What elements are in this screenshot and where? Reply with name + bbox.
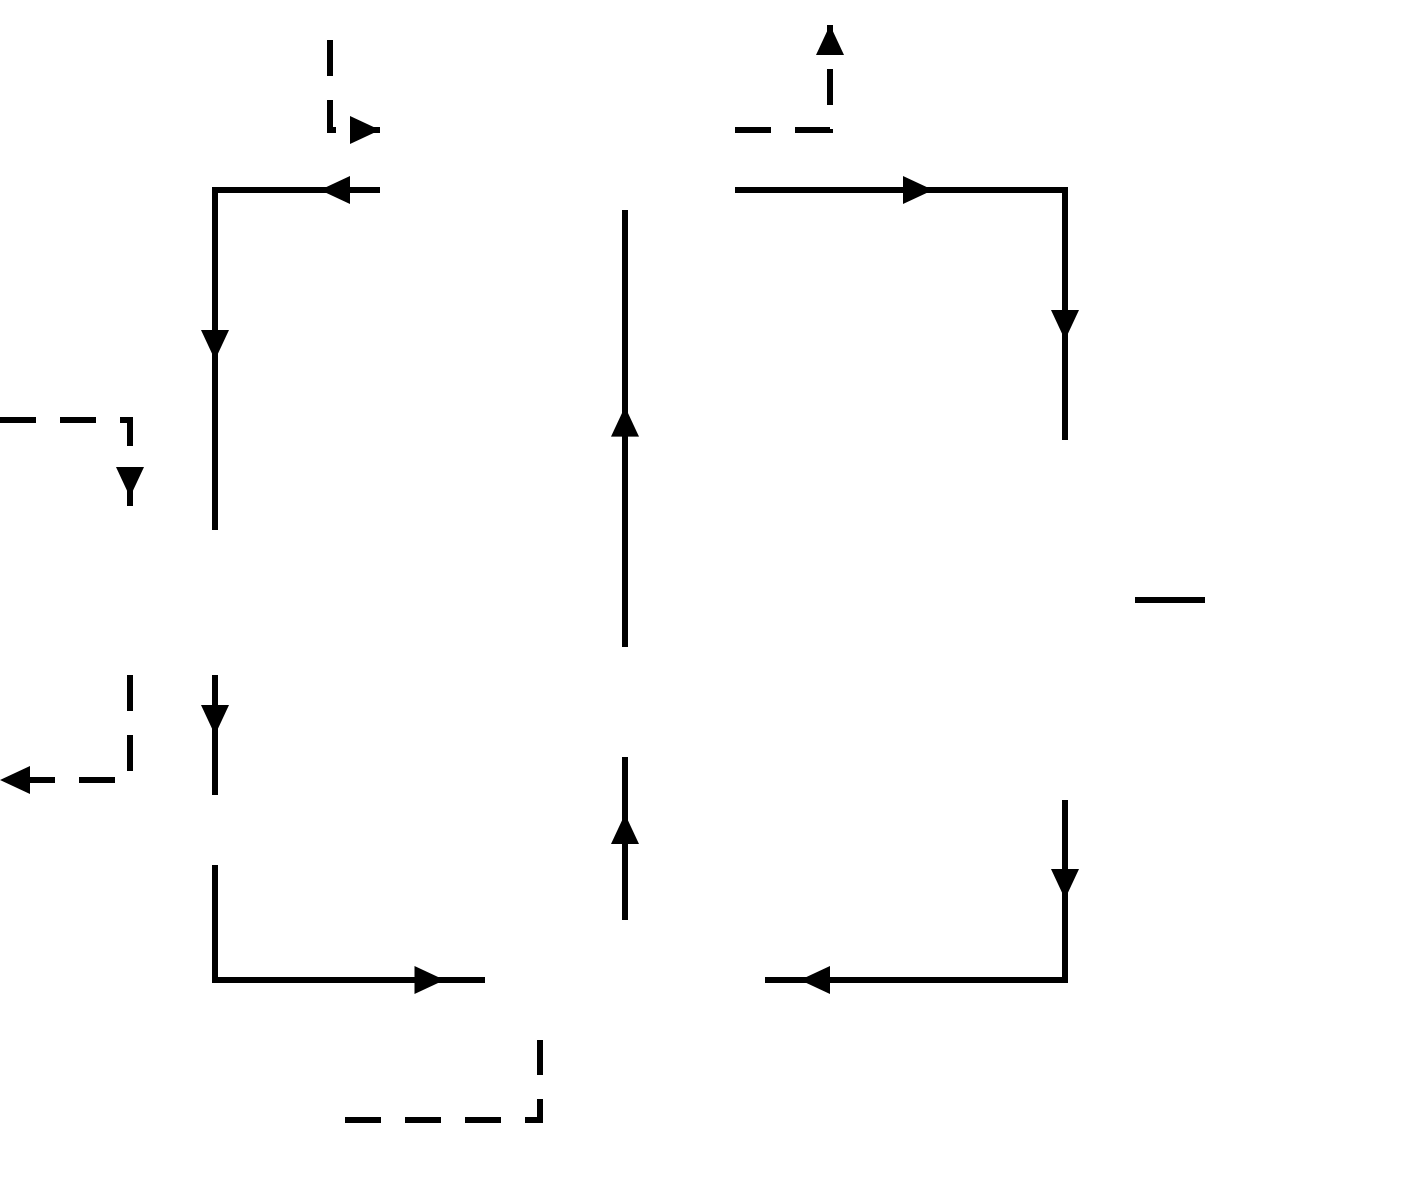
turbine-to-box5 (765, 800, 1065, 980)
d-into-box5 (345, 1040, 540, 1120)
box2-to-right (735, 190, 1065, 440)
d-out-box6 (0, 675, 130, 780)
d-into-box2 (330, 40, 380, 130)
valve-to-box5 (215, 865, 485, 980)
d-out-box2 (735, 25, 830, 130)
d-into-box6 (0, 420, 130, 530)
box2-to-left (215, 190, 380, 530)
